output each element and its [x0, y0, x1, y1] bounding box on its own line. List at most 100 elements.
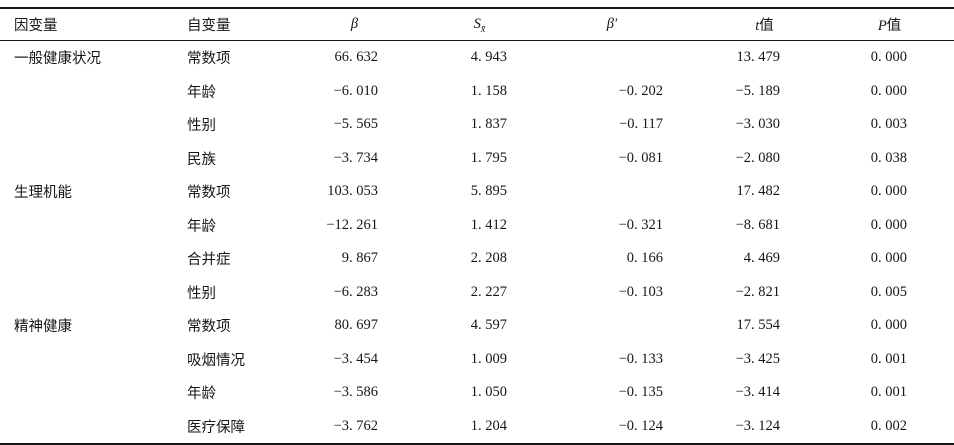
column-header-beta: β [285, 8, 385, 41]
table-row: 年龄 −12. 261 1. 412 −0. 321 −8. 681 0. 00… [0, 209, 954, 243]
standard-error-symbol: S [473, 16, 481, 32]
cell-dependent-variable: 一般健康状况 [14, 51, 101, 68]
cell-p-value: 0. 000 [870, 216, 907, 233]
table-row: 精神健康 常数项 80. 697 4. 597 17. 554 0. 000 [0, 309, 954, 343]
cell-standard-error: 1. 795 [470, 149, 507, 166]
cell-beta: −5. 565 [333, 116, 378, 133]
cell-t-value: −8. 681 [735, 216, 780, 233]
cell-independent-variable: 医疗保障 [187, 419, 245, 436]
table-row: 年龄 −6. 010 1. 158 −0. 202 −5. 189 0. 000 [0, 75, 954, 109]
cell-standard-error: 1. 412 [470, 216, 507, 233]
cell-p-value: 0. 000 [870, 317, 907, 334]
cell-dependent-variable [0, 75, 175, 109]
cell-p-value: 0. 005 [870, 283, 907, 300]
cell-independent-variable: 性别 [187, 285, 216, 302]
cell-dependent-variable: 精神健康 [14, 319, 72, 336]
cell-beta-prime: −0. 081 [618, 149, 663, 166]
cell-beta-prime: −0. 117 [619, 116, 663, 133]
cell-t-value: −2. 821 [735, 283, 780, 300]
cell-beta-prime: −0. 202 [618, 82, 663, 99]
cell-t-value: −3. 030 [735, 116, 780, 133]
column-header-dependent-variable: 因变量 [0, 8, 175, 41]
column-header-t-value: t值 [670, 8, 788, 41]
cell-beta-prime: −0. 133 [618, 350, 663, 367]
cell-independent-variable: 年龄 [187, 218, 216, 235]
cell-beta-prime: −0. 135 [618, 384, 663, 401]
table-row: 年龄 −3. 586 1. 050 −0. 135 −3. 414 0. 001 [0, 376, 954, 410]
cell-beta: 80. 697 [334, 317, 379, 334]
cell-standard-error: 1. 050 [470, 384, 507, 401]
cell-independent-variable: 常数项 [187, 185, 231, 202]
regression-table: 因变量 自变量 β Sx̄ β′ t值 P值 一般健康状况 常数项 66. 63… [0, 7, 954, 445]
cell-standard-error: 2. 227 [470, 283, 507, 300]
cell-standard-error: 1. 204 [470, 417, 507, 434]
cell-beta: 9. 867 [341, 250, 378, 267]
table-body: 一般健康状况 常数项 66. 632 4. 943 13. 479 0. 000… [0, 41, 954, 445]
table-row: 性别 −6. 283 2. 227 −0. 103 −2. 821 0. 005 [0, 276, 954, 310]
cell-t-value: −3. 414 [735, 384, 780, 401]
table-row: 合并症 9. 867 2. 208 0. 166 4. 469 0. 000 [0, 242, 954, 276]
cell-t-value: −5. 189 [735, 82, 780, 99]
cell-beta: −3. 762 [333, 417, 378, 434]
cell-beta-prime [515, 309, 670, 343]
table-row: 一般健康状况 常数项 66. 632 4. 943 13. 479 0. 000 [0, 41, 954, 75]
table-header: 因变量 自变量 β Sx̄ β′ t值 P值 [0, 8, 954, 41]
cell-t-value: −3. 425 [735, 350, 780, 367]
cell-independent-variable: 常数项 [187, 51, 231, 68]
table-row: 医疗保障 −3. 762 1. 204 −0. 124 −3. 124 0. 0… [0, 410, 954, 445]
cell-beta: −6. 010 [333, 82, 378, 99]
cell-dependent-variable [0, 376, 175, 410]
cell-t-value: −2. 080 [735, 149, 780, 166]
cell-standard-error: 1. 158 [470, 82, 507, 99]
cell-dependent-variable [0, 142, 175, 176]
column-header-standard-error: Sx̄ [385, 8, 515, 41]
cell-p-value: 0. 000 [870, 82, 907, 99]
cell-t-value: 13. 479 [736, 49, 781, 66]
cell-beta: −6. 283 [333, 283, 378, 300]
cell-p-value: 0. 002 [870, 417, 907, 434]
cell-p-value: 0. 000 [870, 250, 907, 267]
cell-beta: 66. 632 [334, 49, 379, 66]
cell-dependent-variable: 生理机能 [14, 185, 72, 202]
table-row: 吸烟情况 −3. 454 1. 009 −0. 133 −3. 425 0. 0… [0, 343, 954, 377]
table-row: 生理机能 常数项 103. 053 5. 895 17. 482 0. 000 [0, 175, 954, 209]
cell-beta-prime: −0. 103 [618, 283, 663, 300]
cell-beta-prime [515, 41, 670, 75]
cell-standard-error: 4. 943 [470, 49, 507, 66]
cell-p-value: 0. 001 [870, 350, 907, 367]
cell-dependent-variable [0, 108, 175, 142]
cell-beta-prime: −0. 321 [618, 216, 663, 233]
cell-standard-error: 1. 837 [470, 116, 507, 133]
cell-independent-variable: 常数项 [187, 319, 231, 336]
cell-p-value: 0. 001 [870, 384, 907, 401]
cell-beta-prime [515, 175, 670, 209]
cell-independent-variable: 年龄 [187, 84, 216, 101]
p-symbol: P [877, 18, 887, 34]
cell-p-value: 0. 038 [870, 149, 907, 166]
cell-beta: −12. 261 [326, 216, 378, 233]
cell-dependent-variable [0, 209, 175, 243]
cell-p-value: 0. 000 [870, 183, 907, 200]
cell-beta: 103. 053 [327, 183, 378, 200]
column-header-p-value: P值 [788, 8, 954, 41]
cell-standard-error: 5. 895 [470, 183, 507, 200]
cell-dependent-variable [0, 410, 175, 445]
cell-dependent-variable [0, 343, 175, 377]
column-header-independent-variable: 自变量 [175, 8, 285, 41]
table-row: 性别 −5. 565 1. 837 −0. 117 −3. 030 0. 003 [0, 108, 954, 142]
cell-standard-error: 1. 009 [470, 350, 507, 367]
cell-standard-error: 2. 208 [470, 250, 507, 267]
cell-independent-variable: 民族 [187, 151, 216, 168]
cell-dependent-variable [0, 276, 175, 310]
header-row: 因变量 自变量 β Sx̄ β′ t值 P值 [0, 8, 954, 41]
cell-independent-variable: 性别 [187, 118, 216, 135]
cell-independent-variable: 合并症 [187, 252, 231, 269]
cell-dependent-variable [0, 242, 175, 276]
cell-beta-prime: −0. 124 [618, 417, 663, 434]
cell-beta: −3. 586 [333, 384, 378, 401]
cell-t-value: 17. 482 [736, 183, 781, 200]
standard-error-subscript: x̄ [480, 23, 486, 35]
table-row: 民族 −3. 734 1. 795 −0. 081 −2. 080 0. 038 [0, 142, 954, 176]
cell-beta: −3. 734 [333, 149, 378, 166]
t-symbol: t [755, 18, 760, 34]
